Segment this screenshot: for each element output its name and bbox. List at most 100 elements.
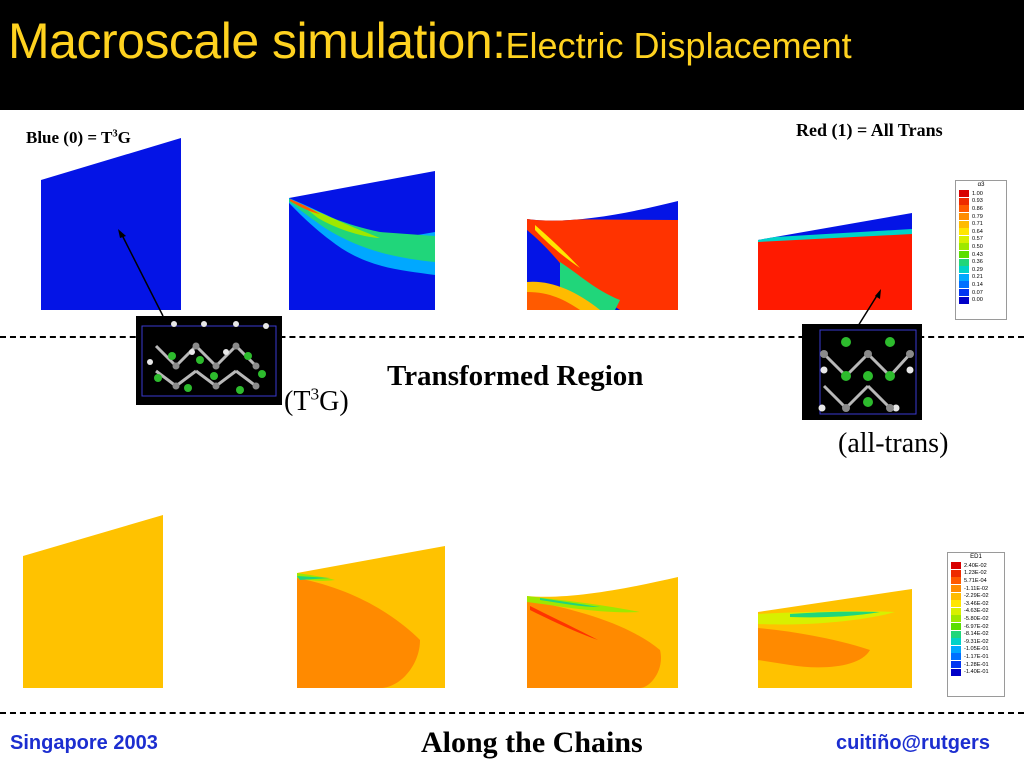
legend-alpha3-label: 0.07 — [972, 289, 983, 296]
legend-alpha3-row: 0.50 — [956, 243, 1006, 251]
legend-alpha3-row: 0.86 — [956, 205, 1006, 213]
legend-ed1-swatch — [951, 653, 961, 661]
legend-alpha3-swatch — [959, 266, 969, 274]
legend-alpha3-swatch — [959, 205, 969, 213]
footer-author: cuitiño@rutgers — [836, 732, 990, 754]
legend-alpha3-label: 0.14 — [972, 281, 983, 288]
legend-ed1-label: -8.14E-02 — [964, 631, 989, 638]
legend-ed1-row: -2.29E-02 — [948, 592, 1004, 600]
arrow-t3g — [120, 232, 164, 317]
legend-ed1-swatch — [951, 577, 961, 585]
legend-ed1-row: -3.46E-02 — [948, 600, 1004, 608]
legend-ed1-row: 2.40E-02 — [948, 562, 1004, 570]
legend-alpha3-label: 0.86 — [972, 205, 983, 212]
footer-location: Singapore 2003 — [10, 732, 158, 754]
legend-alpha3-label: 1.00 — [972, 190, 983, 197]
legend-ed1-row: -6.97E-02 — [948, 623, 1004, 631]
legend-ed1-swatch — [951, 661, 961, 669]
legend-ed1-swatch — [951, 600, 961, 608]
legend-ed1-row: 5.71E-04 — [948, 577, 1004, 585]
legend-alpha3-swatch — [959, 235, 969, 243]
legend-alpha3-row: 0.79 — [956, 213, 1006, 221]
label-blue-sup: 3 — [112, 128, 118, 140]
legend-alpha3-swatch — [959, 251, 969, 259]
label-along-the-chains: Along the Chains — [421, 726, 643, 759]
label-all-trans: (all-trans) — [838, 428, 949, 459]
bottom-panel-2 — [297, 546, 445, 688]
legend-ed1-swatch — [951, 645, 961, 653]
legend-alpha3-label: 0.36 — [972, 259, 983, 266]
legend-alpha3-swatch — [959, 243, 969, 251]
legend-ed1-row: -1.40E-01 — [948, 668, 1004, 676]
legend-alpha3-label: 0.93 — [972, 198, 983, 205]
slide-subtitle: Electric Displacement — [505, 25, 852, 66]
legend-ed1: ED1 2.40E-02 1.23E-02 5.71E-04 -1.11E-02 -2.… — [947, 552, 1005, 697]
legend-ed1-label: -1.05E-01 — [964, 646, 989, 653]
legend-alpha3-swatch — [959, 281, 969, 289]
legend-alpha3-row: 0.57 — [956, 235, 1006, 244]
legend-alpha3-label: 0.57 — [972, 236, 983, 243]
arrow-all-trans — [857, 293, 879, 327]
legend-alpha3-row: 0.00 — [956, 296, 1006, 304]
legend-alpha3-label: 0.21 — [972, 274, 983, 281]
legend-ed1-label: -6.97E-02 — [964, 623, 989, 630]
legend-alpha3-row: 0.71 — [956, 220, 1006, 228]
legend-alpha3-swatch — [959, 289, 969, 297]
legend-ed1-label: -1.11E-02 — [964, 585, 989, 592]
legend-ed1-swatch — [951, 562, 961, 570]
legend-alpha3-label: 0.64 — [972, 228, 983, 235]
legend-alpha3-row: 0.21 — [956, 273, 1006, 282]
legend-alpha3-swatch — [959, 296, 969, 304]
legend-alpha3-swatch — [959, 213, 969, 221]
t3g-prefix: (T — [284, 386, 311, 417]
label-red-all-trans: Red (1) = All Trans — [796, 120, 943, 140]
legend-alpha3-label: 0.29 — [972, 266, 983, 273]
legend-ed1-title: ED1 — [970, 554, 982, 560]
bottom-panel-3 — [527, 577, 678, 688]
bottom-panel-1 — [23, 515, 163, 688]
legend-alpha3-title: α3 — [977, 182, 985, 188]
legend-alpha3-swatch — [959, 258, 969, 266]
legend-alpha3-swatch — [959, 273, 969, 281]
legend-ed1-swatch — [951, 615, 961, 623]
legend-ed1-label: 2.40E-02 — [964, 562, 987, 569]
legend-ed1-rows: 2.40E-02 1.23E-02 5.71E-04 -1.11E-02 -2.29E-… — [948, 562, 1004, 676]
label-transformed-region: Transformed Region — [387, 360, 644, 392]
legend-ed1-row: -1.28E-01 — [948, 661, 1004, 669]
legend-ed1-swatch — [951, 630, 961, 638]
all-trans-molecule-graphic — [818, 329, 917, 415]
legend-alpha3-row: 0.07 — [956, 289, 1006, 297]
legend-alpha3-label: 0.00 — [972, 297, 983, 304]
top-panel-1 — [41, 138, 181, 310]
legend-alpha3-row: 0.36 — [956, 258, 1006, 266]
legend-alpha3-label: 0.50 — [972, 243, 983, 250]
legend-ed1-swatch — [951, 623, 961, 631]
legend-ed1-row: -1.11E-02 — [948, 585, 1004, 593]
label-blue-prefix: Blue (0) = T — [26, 128, 113, 147]
legend-alpha3-rows: 1.00 0.93 0.86 0.79 0.71 0.64 0.57 0.50 0.43 0.36… — [956, 190, 1006, 304]
legend-alpha3-row: 0.93 — [956, 197, 1006, 206]
label-t3g: (T3G) — [284, 384, 349, 418]
top-panel-3 — [527, 201, 678, 310]
legend-alpha3-label: 0.43 — [972, 251, 983, 258]
slide-title: Macroscale simulation: — [8, 13, 506, 69]
legend-ed1-swatch — [951, 592, 961, 600]
legend-alpha3-row: 1.00 — [956, 190, 1006, 198]
legend-ed1-row: -5.80E-02 — [948, 615, 1004, 623]
legend-alpha3-row: 0.64 — [956, 228, 1006, 236]
legend-ed1-label: -5.80E-02 — [964, 615, 989, 622]
t3g-suffix: G) — [319, 386, 349, 417]
legend-alpha3-label: 0.71 — [972, 221, 983, 228]
title-bar: Macroscale simulation:Electric Displacem… — [0, 0, 1024, 110]
dashed-separator-top — [0, 336, 1024, 338]
t3g-sup: 3 — [310, 384, 320, 404]
t3g-molecule-graphic — [141, 321, 277, 397]
dashed-separator-bottom — [0, 712, 1024, 714]
legend-ed1-row: -1.17E-01 — [948, 653, 1004, 661]
all-trans-molecule-image — [802, 324, 922, 420]
legend-ed1-label: -1.17E-01 — [964, 653, 989, 660]
legend-ed1-label: 1.23E-02 — [964, 570, 987, 577]
label-blue-suffix: G — [117, 128, 131, 147]
legend-ed1-label: -1.28E-01 — [964, 661, 989, 668]
